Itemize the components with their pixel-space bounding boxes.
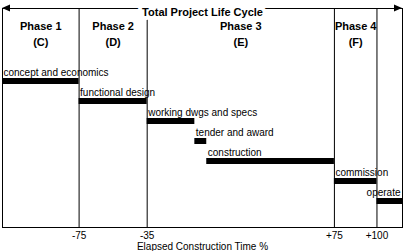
svg-text:Phase 2: Phase 2: [92, 20, 134, 32]
svg-text:+75: +75: [326, 230, 343, 241]
svg-text:concept and economics: concept and economics: [4, 67, 109, 78]
svg-text:(D): (D): [105, 36, 121, 48]
svg-text:(F): (F): [349, 36, 363, 48]
svg-text:working dwgs and specs: working dwgs and specs: [147, 107, 257, 118]
svg-text:(E): (E): [233, 36, 248, 48]
svg-text:operate: operate: [367, 187, 401, 198]
svg-text:-75: -75: [72, 230, 87, 241]
svg-text:construction: construction: [208, 147, 262, 158]
svg-text:Elapsed Construction Time %: Elapsed Construction Time %: [137, 241, 268, 251]
svg-text:Total Project Life Cycle: Total Project Life Cycle: [142, 6, 263, 18]
svg-text:functional design: functional design: [80, 87, 155, 98]
svg-text:tender and award: tender and award: [196, 127, 274, 138]
svg-text:Phase 3: Phase 3: [220, 20, 262, 32]
svg-text:Phase 1: Phase 1: [20, 20, 62, 32]
svg-text:+100: +100: [366, 230, 389, 241]
svg-text:commission: commission: [335, 167, 388, 178]
svg-text:-35: -35: [140, 230, 155, 241]
svg-text:Phase 4: Phase 4: [335, 20, 377, 32]
svg-text:(C): (C): [33, 36, 49, 48]
